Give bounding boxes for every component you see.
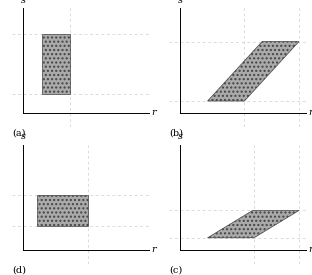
Text: s: s — [178, 0, 183, 5]
Text: s: s — [21, 133, 26, 141]
Text: (b): (b) — [169, 128, 183, 138]
Polygon shape — [207, 42, 299, 101]
Text: r: r — [152, 108, 156, 117]
Text: r: r — [309, 245, 312, 254]
Text: r: r — [152, 245, 156, 254]
Text: r: r — [309, 108, 312, 117]
Text: (c): (c) — [169, 265, 183, 274]
Text: (a): (a) — [12, 128, 26, 138]
Text: s: s — [21, 0, 26, 5]
Polygon shape — [37, 195, 87, 226]
Text: (d): (d) — [12, 265, 27, 274]
Polygon shape — [207, 210, 299, 238]
Text: s: s — [178, 133, 183, 141]
Polygon shape — [42, 34, 70, 94]
